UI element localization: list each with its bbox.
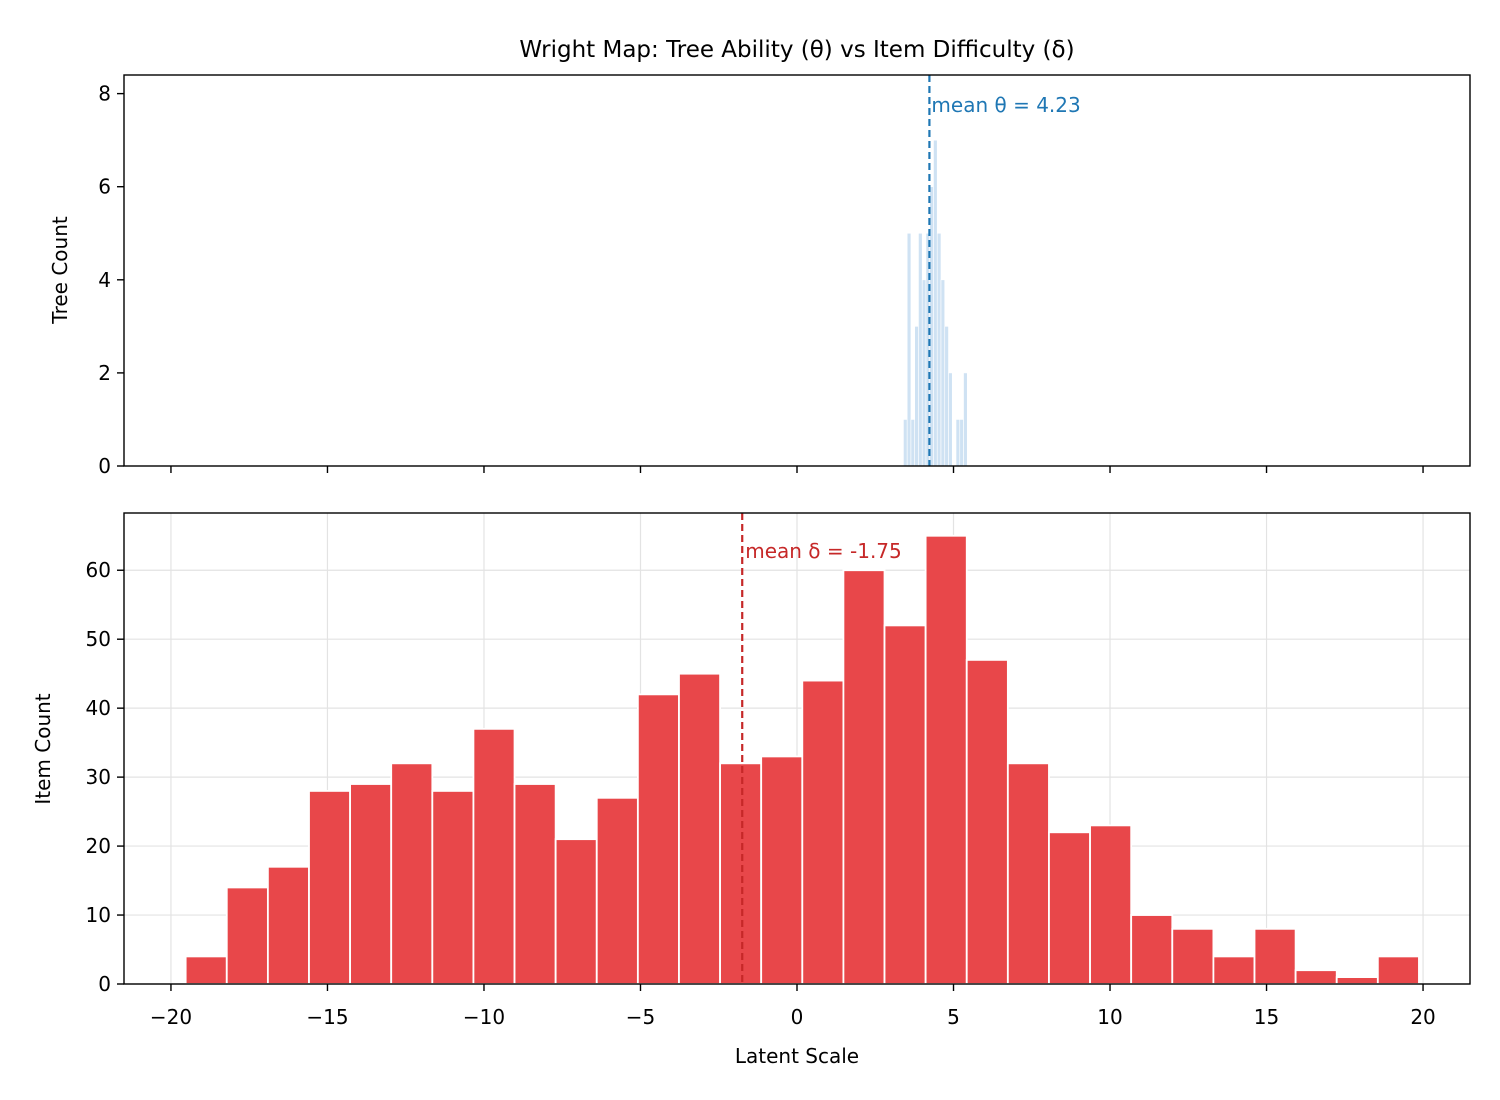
bottom-y-axis-label: Item Count — [31, 693, 55, 804]
tree-bar-5 — [921, 279, 927, 467]
tree-bar-0 — [903, 419, 908, 467]
item-bar-8 — [513, 783, 557, 985]
x-tick-label-8: 20 — [1410, 1005, 1435, 1029]
item-bar-20 — [1006, 762, 1050, 985]
item-bar-1 — [225, 886, 269, 985]
item-bar-16 — [842, 569, 886, 985]
bottom-y-tick-label-0: 0 — [98, 972, 111, 996]
bottom-axes: 0 10 20 30 40 50 60 −20 −15 −10 −5 0 5 10 15 20 — [86, 558, 1436, 1029]
tree-bar-4 — [918, 232, 923, 467]
item-bar-23 — [1130, 914, 1174, 985]
item-bar-14 — [760, 755, 804, 985]
top-y-tick-label-3: 6 — [98, 175, 111, 199]
x-tick-label-5: 5 — [947, 1005, 960, 1029]
bottom-y-tick-label-2: 20 — [86, 834, 111, 858]
mean-theta-label: mean θ = 4.23 — [931, 93, 1080, 117]
bottom-y-tick-label-5: 50 — [86, 627, 111, 651]
top-y-axis-label: Tree Count — [48, 216, 72, 325]
item-bar-17 — [883, 624, 927, 985]
top-plot-frame — [123, 74, 1471, 467]
item-bar-26 — [1253, 927, 1297, 985]
tree-bar-10 — [940, 279, 946, 467]
bottom-y-tick-label-4: 40 — [86, 696, 111, 720]
x-axis-label: Latent Scale — [735, 1044, 859, 1068]
item-bar-27 — [1294, 969, 1338, 985]
x-tick-label-7: 15 — [1254, 1005, 1279, 1029]
tree-histogram-bars — [903, 139, 968, 467]
item-bar-7 — [472, 727, 516, 985]
tree-bar-3 — [914, 326, 919, 467]
tree-bar-15 — [959, 419, 964, 467]
item-bar-19 — [965, 658, 1009, 985]
tree-bar-1 — [906, 232, 912, 467]
tree-bar-12 — [948, 372, 953, 467]
top-y-tick-label-1: 2 — [98, 361, 111, 385]
top-plot-area — [124, 75, 1470, 466]
tree-bar-7 — [929, 186, 934, 467]
item-bar-28 — [1335, 976, 1379, 985]
item-bar-6 — [431, 790, 475, 985]
x-tick-label-2: −10 — [463, 1005, 505, 1029]
item-difficulty-panel: 0 10 20 30 40 50 60 −20 −15 −10 −5 0 5 10 15 20 mean δ … — [31, 512, 1471, 1068]
item-bar-13 — [719, 762, 763, 985]
x-tick-label-4: 0 — [791, 1005, 804, 1029]
item-bar-10 — [595, 796, 639, 985]
x-tick-label-6: 10 — [1097, 1005, 1122, 1029]
top-y-tick-label-4: 8 — [98, 82, 111, 106]
item-bar-4 — [349, 783, 393, 985]
item-bar-25 — [1212, 955, 1256, 985]
tree-ability-panel: 0 2 4 6 8 mean θ = 4.23 Tree Count — [48, 74, 1471, 478]
mean-delta-label: mean δ = -1.75 — [745, 539, 902, 563]
item-bar-2 — [266, 865, 310, 985]
item-bar-3 — [308, 790, 352, 985]
tree-bar-11 — [944, 326, 949, 467]
figure-title: Wright Map: Tree Ability (θ) vs Item Dif… — [519, 37, 1074, 63]
item-bar-21 — [1048, 831, 1091, 985]
item-bar-24 — [1171, 927, 1215, 985]
tree-bar-2 — [910, 419, 915, 467]
item-bar-18 — [924, 534, 968, 985]
top-y-tick-label-0: 0 — [98, 454, 111, 478]
item-bar-22 — [1089, 824, 1133, 985]
top-axes: 0 2 4 6 8 — [98, 82, 1424, 478]
bottom-plot-frame — [123, 512, 1471, 985]
bottom-y-tick-label-1: 10 — [86, 903, 111, 927]
x-tick-label-3: −5 — [626, 1005, 655, 1029]
top-y-tick-label-2: 4 — [98, 268, 111, 292]
tree-bar-16 — [963, 372, 968, 467]
tree-bar-14 — [955, 419, 961, 467]
tree-bar-8 — [933, 139, 938, 467]
tree-bar-9 — [936, 232, 942, 467]
item-bar-15 — [801, 679, 845, 985]
item-bar-29 — [1376, 955, 1420, 985]
item-bar-12 — [678, 672, 721, 985]
bottom-y-tick-label-3: 30 — [86, 765, 111, 789]
x-tick-label-1: −15 — [306, 1005, 348, 1029]
bottom-y-tick-label-6: 60 — [86, 558, 111, 582]
item-bar-0 — [184, 955, 228, 985]
x-tick-label-0: −20 — [150, 1005, 192, 1029]
item-bar-5 — [390, 762, 434, 985]
item-bar-11 — [636, 693, 680, 985]
item-bar-9 — [554, 838, 598, 985]
